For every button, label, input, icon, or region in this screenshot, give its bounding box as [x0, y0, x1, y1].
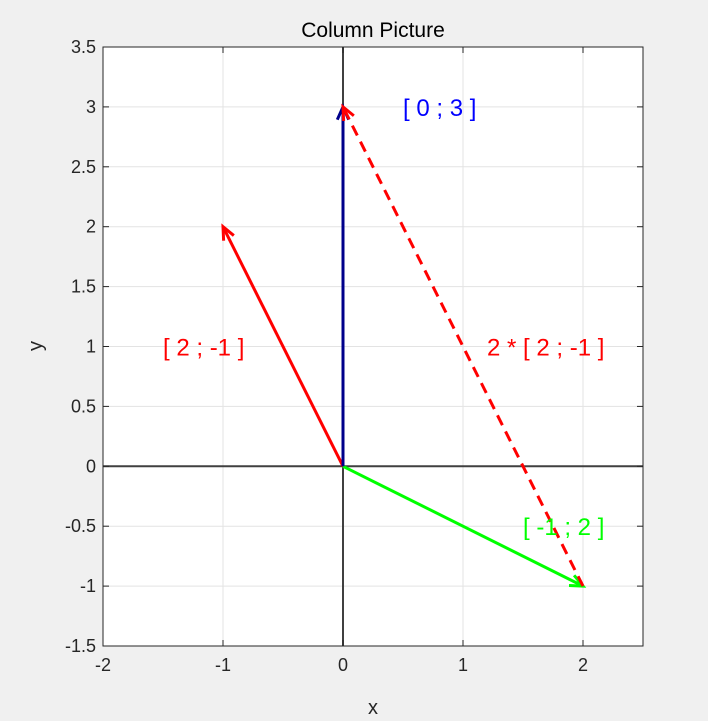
y-tick-label: 2 [86, 217, 96, 237]
y-tick-label: -1 [80, 576, 96, 596]
y-tick-label: 3 [86, 97, 96, 117]
vector-annotation: [ -1 ; 2 ] [523, 514, 604, 541]
y-tick-label: 0.5 [71, 396, 96, 416]
vector-3 [341, 103, 585, 587]
y-tick-label: 3.5 [71, 37, 96, 57]
y-tick-label: -0.5 [65, 516, 96, 536]
x-tick-label: 1 [458, 655, 468, 675]
vector-shaft [342, 464, 584, 588]
y-tick-label: -1.5 [65, 636, 96, 656]
vector-annotation: [ 2 ; -1 ] [163, 335, 244, 362]
y-tick-label: 1 [86, 337, 96, 357]
x-tick-label: 2 [578, 655, 588, 675]
y-tick-label: 1.5 [71, 277, 96, 297]
vector-shaft [221, 226, 345, 467]
vector-arrowhead [221, 223, 235, 241]
y-axis-label: y [25, 341, 47, 351]
annotations-layer: [ 2 ; -1 ] 2 * [ 2 ; -1 ] [ 0 ; 3 ] [ -1 ; … [163, 95, 604, 541]
x-tick-label: -1 [215, 655, 231, 675]
axis-ticks: -2 -1 0 1 2 -1.5 -1 -0.5 0 0.5 1 1.5 2 2.5 3 3.5 [65, 37, 643, 675]
x-axis-label: x [368, 697, 378, 719]
vectors-layer [221, 103, 587, 588]
vector-annotation: [ 0 ; 3 ] [403, 95, 476, 122]
x-tick-label: 0 [338, 655, 348, 675]
chart-title: Column Picture [301, 19, 445, 42]
vector-arrowhead [341, 103, 355, 121]
vector-0 [221, 223, 345, 467]
x-tick-label: -2 [95, 655, 111, 675]
y-tick-label: 2.5 [71, 157, 96, 177]
y-tick-label: 0 [86, 456, 96, 476]
vector-annotation: 2 * [ 2 ; -1 ] [487, 335, 604, 362]
